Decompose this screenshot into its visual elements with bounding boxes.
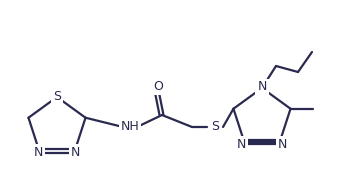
Text: O: O bbox=[153, 81, 163, 94]
Text: N: N bbox=[34, 146, 43, 159]
Text: N: N bbox=[237, 138, 246, 151]
Text: N: N bbox=[71, 146, 80, 159]
Text: S: S bbox=[211, 120, 219, 134]
Text: N: N bbox=[278, 138, 287, 151]
Text: N: N bbox=[257, 81, 267, 94]
Text: NH: NH bbox=[121, 120, 139, 134]
Text: S: S bbox=[53, 91, 61, 104]
